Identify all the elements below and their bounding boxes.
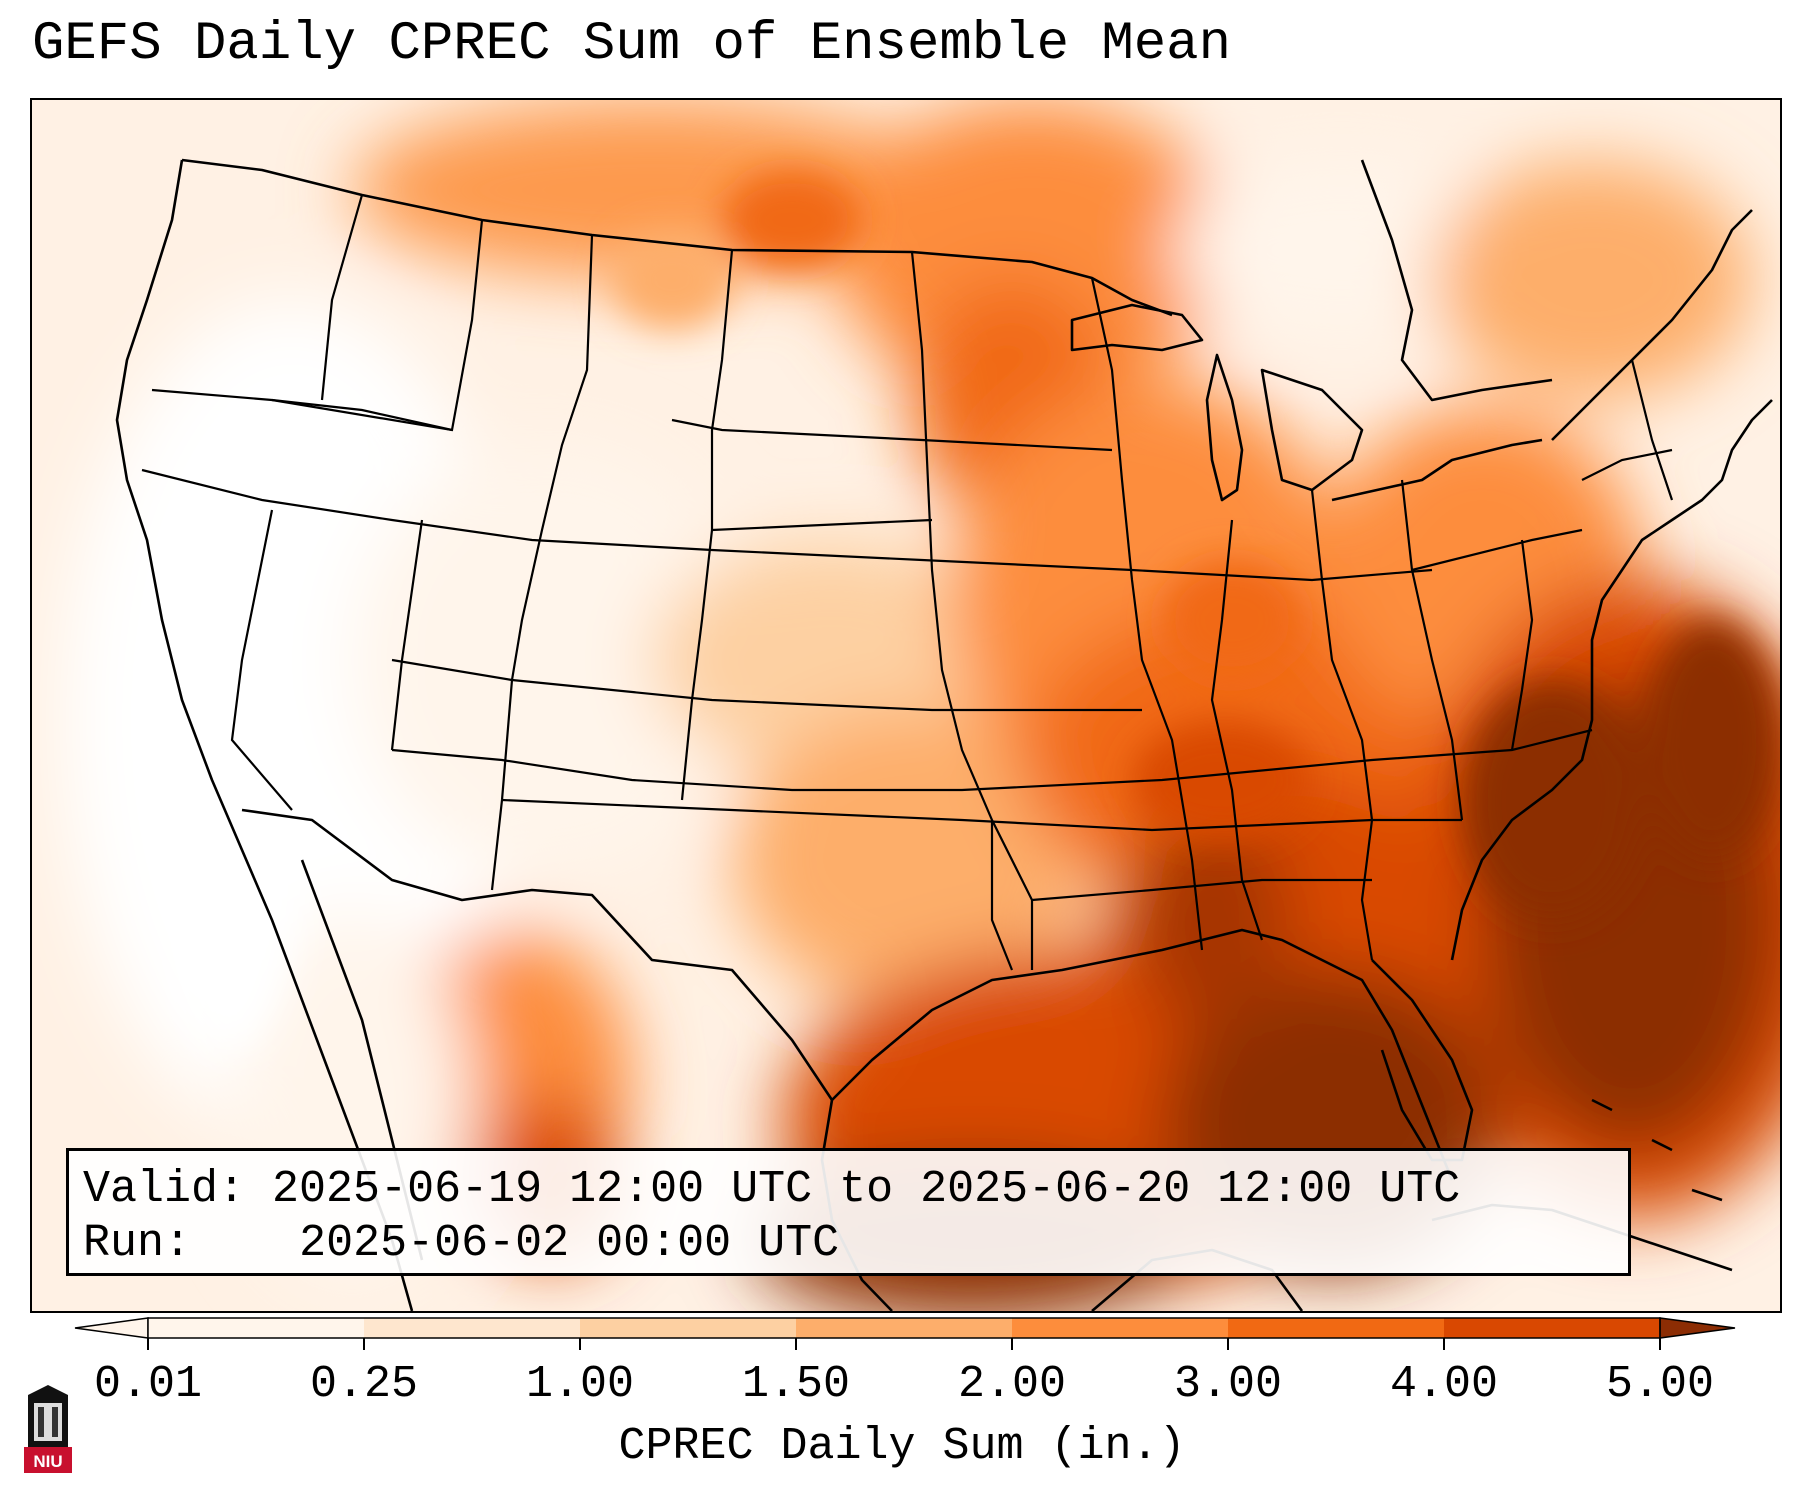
bahamas [1591, 1098, 1723, 1202]
lake-erie-ontario [1331, 438, 1543, 502]
colorbar-tick-label: 4.00 [1389, 1359, 1499, 1410]
precip-field [32, 100, 1780, 1311]
logo-text: NIU [33, 1452, 62, 1471]
validity-info-box: Valid: 2025-06-19 12:00 UTC to 2025-06-2… [66, 1148, 1631, 1276]
colorbar-tick-label: 0.25 [309, 1359, 419, 1410]
colorbar-extend-high [1659, 1317, 1736, 1339]
map-canvas [32, 100, 1780, 1311]
east-coast [1450, 399, 1773, 961]
state-borders [141, 194, 1674, 971]
colorbar-segment [1012, 1318, 1229, 1338]
hudson-region [1360, 159, 1553, 402]
colorbar [74, 1317, 1736, 1350]
colorbar-segment [1228, 1318, 1445, 1338]
run-row: Run: 2025-06-02 00:00 UTC [83, 1217, 1614, 1271]
colorbar-label: CPREC Daily Sum (in.) [618, 1421, 1186, 1472]
run-label: Run: [83, 1218, 192, 1269]
colorbar-tick-label: 0.01 [93, 1359, 203, 1410]
colorbar-tick-label: 3.00 [1173, 1359, 1283, 1410]
canada-east-coast [1551, 209, 1753, 441]
colorbar-tick-label: 1.00 [525, 1359, 635, 1410]
colorbar-tick-label: 2.00 [957, 1359, 1067, 1410]
colorbar-segments [74, 1317, 1736, 1339]
colorbar-ticks [147, 1338, 1661, 1350]
lake-superior [1070, 303, 1204, 352]
valid-label: Valid: [83, 1164, 246, 1215]
lake-michigan [1205, 353, 1244, 502]
colorbar-segment [364, 1318, 581, 1338]
colorbar-segment [1444, 1318, 1661, 1338]
valid-value: 2025-06-19 12:00 UTC to 2025-06-20 12:00… [272, 1164, 1461, 1215]
us-mexico-border [241, 808, 834, 1101]
colorbar-segment [580, 1318, 797, 1338]
precipitation-map [30, 98, 1782, 1313]
west-coast [115, 159, 414, 1311]
map-title: GEFS Daily CPREC Sum of Ensemble Mean [32, 14, 1231, 75]
valid-row: Valid: 2025-06-19 12:00 UTC to 2025-06-2… [83, 1163, 1614, 1217]
gulf-coast [831, 928, 1454, 1181]
colorbar-tick-label: 1.50 [741, 1359, 851, 1410]
colorbar-outline [147, 1317, 1661, 1339]
colorbar-segment [148, 1318, 365, 1338]
university-tower-icon: NIU [24, 1385, 72, 1473]
florida-coast [1371, 959, 1474, 1162]
map-outlines [115, 158, 1773, 1311]
colorbar-tick-label: 5.00 [1605, 1359, 1715, 1410]
colorbar-extend-low [74, 1317, 149, 1339]
lake-huron-erie [1260, 368, 1364, 492]
run-value: 2025-06-02 00:00 UTC [299, 1218, 840, 1269]
colorbar-segment [796, 1318, 1013, 1338]
